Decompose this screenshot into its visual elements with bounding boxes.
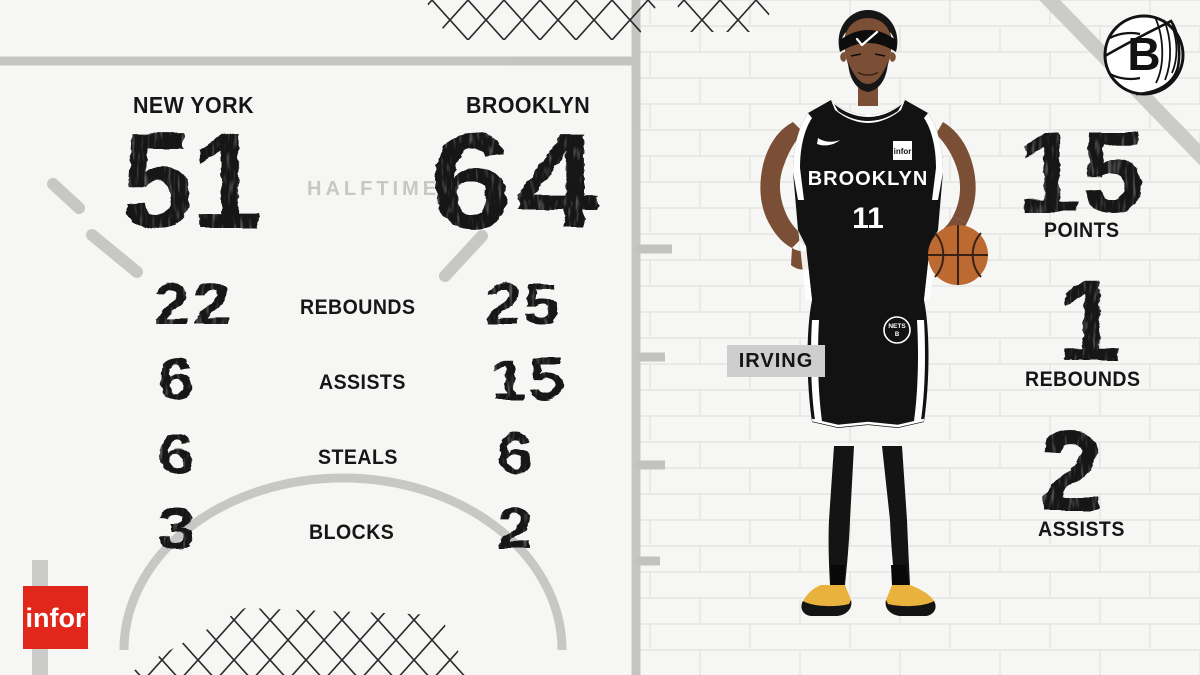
svg-text:6: 6	[158, 422, 196, 487]
svg-text:1: 1	[1057, 257, 1121, 385]
svg-text:64: 64	[430, 105, 603, 256]
svg-text:BROOKLYN: BROOKLYN	[808, 168, 929, 190]
svg-text:15: 15	[1017, 109, 1145, 237]
svg-text:B: B	[1127, 28, 1160, 80]
svg-text:NETS: NETS	[888, 323, 906, 330]
svg-text:2: 2	[497, 497, 535, 562]
svg-text:infor: infor	[894, 147, 912, 156]
svg-text:51: 51	[122, 106, 260, 257]
svg-text:15: 15	[490, 347, 567, 412]
svg-text:11: 11	[852, 202, 884, 235]
svg-text:infor: infor	[26, 603, 86, 633]
svg-text:22: 22	[155, 272, 232, 337]
svg-text:6: 6	[158, 347, 196, 412]
svg-text:B: B	[895, 332, 900, 338]
svg-text:25: 25	[485, 272, 562, 337]
svg-text:2: 2	[1039, 407, 1103, 535]
svg-text:3: 3	[158, 497, 196, 562]
svg-text:6: 6	[497, 422, 535, 487]
